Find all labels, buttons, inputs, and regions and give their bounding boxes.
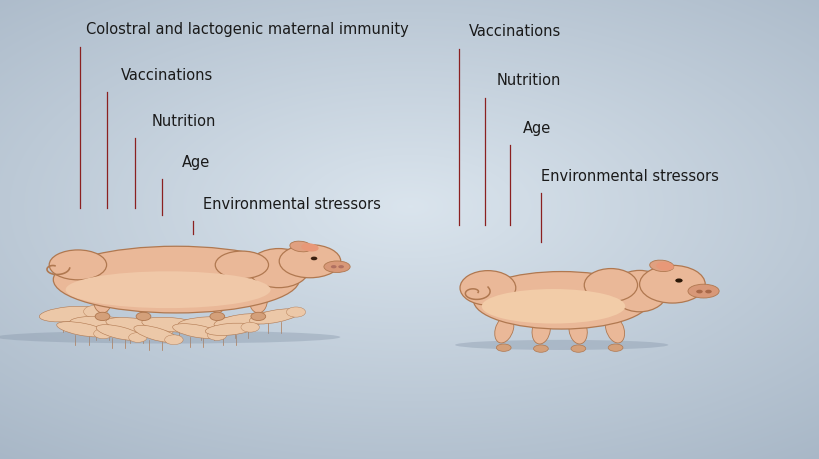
Ellipse shape [533,345,548,353]
Ellipse shape [136,313,151,321]
Ellipse shape [289,241,312,252]
Text: Environmental stressors: Environmental stressors [541,168,718,184]
Ellipse shape [187,322,209,333]
Text: Age: Age [182,155,210,170]
Ellipse shape [655,263,673,271]
Ellipse shape [49,251,106,280]
Ellipse shape [249,309,300,325]
Ellipse shape [611,271,667,312]
Ellipse shape [324,261,350,273]
Ellipse shape [255,312,275,323]
Ellipse shape [84,306,107,318]
Ellipse shape [494,316,514,343]
Ellipse shape [205,324,254,336]
Ellipse shape [210,313,224,321]
Ellipse shape [331,265,337,269]
Ellipse shape [584,269,637,302]
Ellipse shape [93,329,113,339]
Ellipse shape [608,344,622,352]
Text: Vaccinations: Vaccinations [121,67,213,83]
Ellipse shape [675,279,682,283]
Ellipse shape [178,317,237,330]
Ellipse shape [249,288,267,313]
Ellipse shape [310,257,317,261]
Ellipse shape [568,317,586,344]
Ellipse shape [39,307,100,322]
Text: Age: Age [523,120,550,135]
Ellipse shape [687,285,718,298]
Ellipse shape [459,271,515,306]
Text: Nutrition: Nutrition [152,113,216,129]
Ellipse shape [338,265,344,269]
Ellipse shape [482,289,625,324]
Ellipse shape [604,316,624,343]
Text: Colostral and lactogenic maternal immunity: Colostral and lactogenic maternal immuni… [86,22,409,37]
Ellipse shape [247,249,310,288]
Ellipse shape [95,313,110,321]
Ellipse shape [570,345,585,353]
Ellipse shape [129,333,147,342]
Ellipse shape [495,344,510,352]
Ellipse shape [70,317,135,330]
Ellipse shape [222,317,242,328]
Ellipse shape [649,261,673,272]
Ellipse shape [532,317,550,344]
Ellipse shape [473,272,649,330]
Ellipse shape [278,245,341,278]
Ellipse shape [53,247,299,313]
Ellipse shape [215,252,269,279]
Ellipse shape [119,319,141,331]
Ellipse shape [152,324,174,336]
Ellipse shape [173,324,220,339]
Ellipse shape [0,331,340,344]
Ellipse shape [207,330,226,341]
Ellipse shape [134,288,152,313]
Text: Vaccinations: Vaccinations [468,24,561,39]
Ellipse shape [241,323,259,332]
Ellipse shape [96,325,142,341]
Ellipse shape [704,290,711,294]
Ellipse shape [214,314,269,329]
Ellipse shape [106,318,168,334]
Ellipse shape [142,318,202,332]
Ellipse shape [695,290,702,294]
Text: Environmental stressors: Environmental stressors [203,196,381,211]
Ellipse shape [133,326,178,342]
Text: Nutrition: Nutrition [496,73,561,88]
Ellipse shape [301,244,319,252]
Ellipse shape [251,313,265,321]
Ellipse shape [93,288,111,313]
Ellipse shape [66,272,270,308]
Ellipse shape [455,340,667,350]
Ellipse shape [286,308,305,318]
Ellipse shape [57,322,107,337]
Ellipse shape [165,335,183,345]
Ellipse shape [639,266,704,303]
Ellipse shape [208,288,226,313]
